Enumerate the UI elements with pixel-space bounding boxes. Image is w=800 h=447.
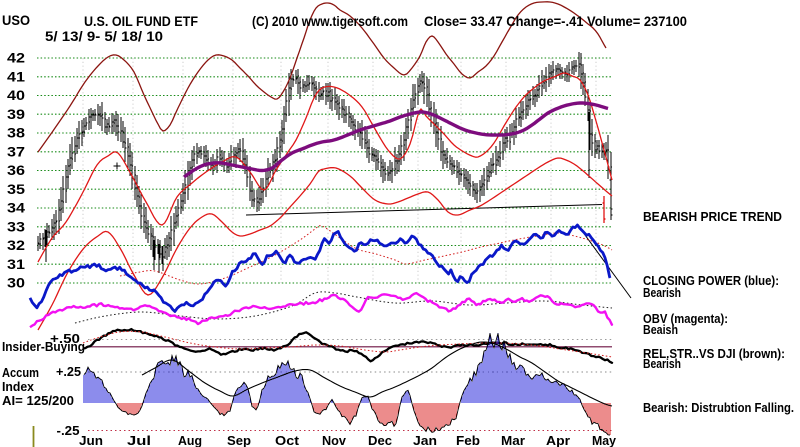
svg-text:35: 35 [7,182,26,197]
svg-text:Index: Index [2,380,34,394]
svg-text:Dec: Dec [368,433,392,447]
svg-text:30: 30 [7,276,25,291]
svg-text:May: May [592,433,617,447]
svg-text:39: 39 [7,107,25,122]
svg-text:42: 42 [7,51,25,66]
svg-text:Nov: Nov [322,433,347,447]
svg-text:Aug: Aug [178,433,202,447]
svg-text:Sep: Sep [227,433,251,447]
svg-text:33: 33 [7,219,26,234]
svg-text:34: 34 [7,201,26,216]
svg-text:REL.STR..VS DJI (brown):: REL.STR..VS DJI (brown): [643,347,785,361]
svg-text:32: 32 [7,238,25,253]
svg-text:Jul: Jul [127,433,151,447]
svg-text:Jun: Jun [79,433,103,447]
svg-text:36: 36 [7,163,26,178]
svg-text:31: 31 [7,257,26,272]
svg-text:40: 40 [7,88,25,103]
svg-text:OBV (magenta):: OBV (magenta): [643,312,728,326]
svg-text:Bearish: Distrubtion Falling.: Bearish: Distrubtion Falling. [643,401,794,415]
svg-text:Apr: Apr [546,433,570,447]
svg-text:41: 41 [7,69,26,84]
svg-text:Oct: Oct [275,433,300,447]
svg-text:Accum: Accum [2,366,39,380]
svg-text:Feb: Feb [456,433,480,447]
svg-text:+.25: +.25 [56,365,81,379]
svg-text:CLOSING POWER (blue):: CLOSING POWER (blue): [643,274,779,288]
svg-text:Beaish: Beaish [643,323,678,337]
svg-text:+.50: +.50 [50,332,80,346]
svg-text:38: 38 [7,126,26,141]
svg-text:Bearish: Bearish [643,357,681,371]
svg-text:5/ 13/ 9- 5/ 18/ 10: 5/ 13/ 9- 5/ 18/ 10 [45,29,163,44]
svg-text:37: 37 [7,144,25,159]
svg-text:Close= 33.47 Change=-.41 Vol: Close= 33.47 Change=-.41 Volume= 237100 [424,14,687,29]
svg-text:Jan: Jan [413,433,437,447]
svg-text:USO: USO [2,13,30,28]
svg-text:U.S. OIL FUND ETF: U.S. OIL FUND ETF [84,14,198,29]
svg-text:(C) 2010 www.tigersoft.com: (C) 2010 www.tigersoft.com [252,14,408,29]
svg-text:Mar: Mar [501,433,525,447]
svg-text:BEARISH PRICE TREND: BEARISH PRICE TREND [643,210,782,224]
svg-text:-.25: -.25 [57,424,80,438]
svg-text:Bearish: Bearish [643,286,681,300]
svg-text:AI= 125/200: AI= 125/200 [2,394,74,408]
svg-text:Insider-Buying: Insider-Buying [2,340,85,354]
